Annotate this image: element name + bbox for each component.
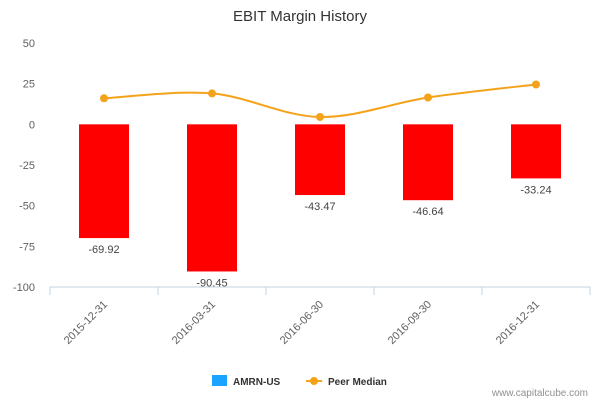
y-axis: 50 25 0 -25 -50 -75 -100 [13, 38, 35, 294]
y-tick-label: -75 [19, 241, 35, 253]
bar-series [79, 124, 561, 272]
data-labels: -69.92 -90.45 -43.47 -46.64 -33.24 [88, 184, 551, 289]
bar-data-label: -69.92 [88, 244, 119, 256]
bar-data-label: -90.45 [196, 277, 227, 289]
bar[interactable] [79, 124, 129, 239]
peer-median-point[interactable] [208, 89, 216, 98]
chart-title: EBIT Margin History [233, 8, 367, 25]
x-axis: 2015-12-31 2016-03-31 2016-06-30 2016-09-30… [49, 286, 591, 347]
y-tick-label: -50 [19, 201, 35, 213]
y-tick-label: -25 [19, 160, 35, 172]
x-tick-label: 2016-06-30 [278, 299, 326, 347]
bar-data-label: -33.24 [520, 184, 551, 196]
legend-label-amrn[interactable]: AMRN-US [233, 377, 281, 388]
legend[interactable]: AMRN-US Peer Median [212, 375, 387, 388]
x-tick-label: 2016-03-31 [170, 299, 218, 347]
bar[interactable] [187, 124, 237, 272]
line-series [100, 80, 540, 122]
x-tick-label: 2016-12-31 [494, 299, 542, 347]
y-tick-label: -100 [13, 282, 35, 294]
x-tick-label: 2015-12-31 [62, 299, 110, 347]
y-tick-label: 0 [29, 119, 35, 131]
peer-median-point[interactable] [424, 93, 432, 102]
peer-median-line [103, 83, 537, 119]
bar-data-label: -46.64 [412, 206, 443, 218]
bar[interactable] [403, 124, 453, 201]
bar[interactable] [511, 124, 561, 179]
legend-marker-peer [310, 377, 318, 385]
y-tick-label: 50 [23, 38, 35, 50]
bar[interactable] [295, 124, 345, 196]
peer-median-point[interactable] [316, 113, 324, 122]
credit-text[interactable]: www.capitalcube.com [491, 388, 588, 399]
y-tick-label: 25 [23, 79, 35, 91]
x-tick-label: 2016-09-30 [386, 299, 434, 347]
legend-swatch-amrn [212, 375, 227, 386]
peer-median-point[interactable] [532, 80, 540, 89]
bar-data-label: -43.47 [304, 201, 335, 213]
peer-median-point[interactable] [100, 94, 108, 103]
legend-label-peer[interactable]: Peer Median [328, 377, 387, 388]
